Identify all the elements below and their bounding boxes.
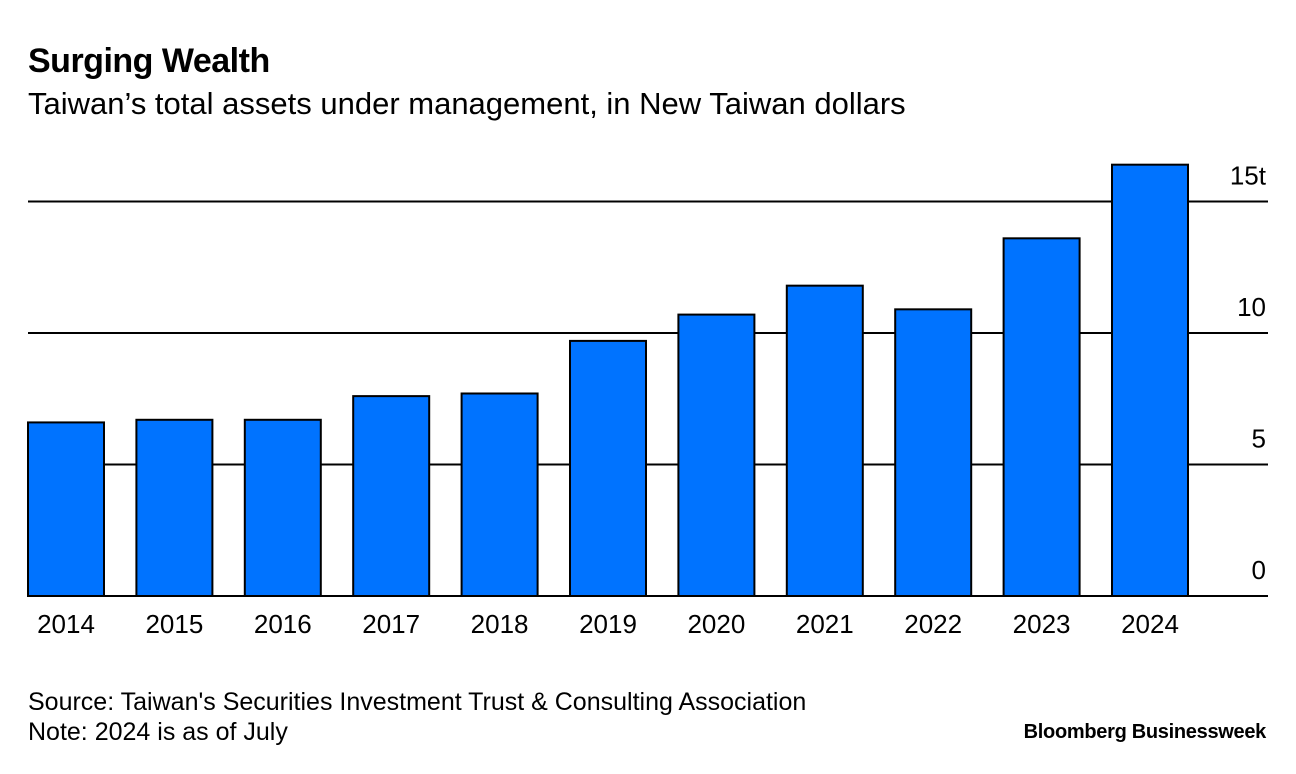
bar-2015 — [135, 418, 214, 598]
y-tick-label: 15t — [1230, 161, 1267, 191]
bars — [27, 163, 1189, 598]
x-tick-label: 2015 — [145, 609, 203, 639]
axis-labels: 0 5 10 15t 2014 2015 2016 2017 2018 2019 2020 2021 2… — [37, 161, 1267, 640]
brand-logo: Bloomberg Businessweek — [1023, 721, 1267, 743]
x-tick-label: 2020 — [687, 609, 745, 639]
chart-title: Surging Wealth — [28, 42, 270, 80]
bar-2019 — [569, 339, 647, 598]
bar-2021 — [785, 284, 864, 597]
y-tick-label: 10 — [1237, 292, 1266, 322]
bar-2016 — [243, 418, 322, 598]
x-tick-label: 2022 — [904, 609, 962, 639]
chart-subtitle: Taiwan’s total assets under management, … — [28, 86, 906, 121]
bar-2020 — [677, 313, 756, 597]
x-tick-label: 2021 — [796, 609, 854, 639]
x-tick-label: 2017 — [362, 609, 420, 639]
bar-2023 — [1002, 237, 1081, 597]
bar-2022 — [894, 308, 973, 597]
bar-2024 — [1111, 163, 1189, 597]
y-tick-label: 5 — [1252, 424, 1266, 454]
x-tick-label: 2018 — [471, 609, 529, 639]
bar-2017 — [352, 395, 431, 597]
bar-2014 — [27, 421, 105, 598]
x-tick-label: 2019 — [579, 609, 637, 639]
x-tick-label: 2024 — [1121, 609, 1179, 639]
x-tick-label: 2014 — [37, 609, 95, 639]
source-note: Source: Taiwan's Securities Investment T… — [28, 688, 807, 716]
gridlines — [28, 200, 1268, 597]
x-tick-label: 2023 — [1013, 609, 1071, 639]
footnote: Note: 2024 is as of July — [28, 718, 288, 746]
x-tick-label: 2016 — [254, 609, 312, 639]
bar-2018 — [460, 392, 539, 597]
y-tick-label: 0 — [1252, 555, 1266, 585]
